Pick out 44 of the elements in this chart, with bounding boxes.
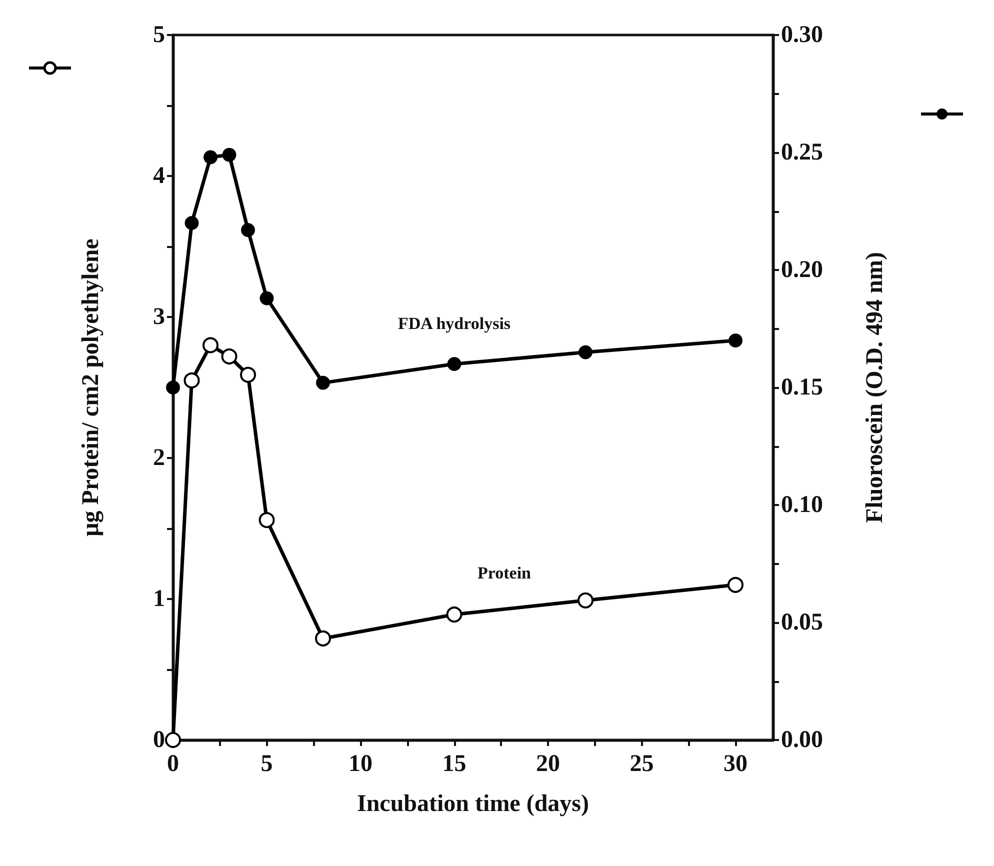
- y2-axis-title: Fluoroscein (O.D. 494 nm): [862, 252, 888, 523]
- point: [202, 337, 218, 354]
- x-tick-label: 30: [724, 751, 748, 777]
- point: [166, 380, 180, 394]
- point: [222, 148, 236, 162]
- y-tick-label: 4: [153, 163, 165, 189]
- x-tick-label: 5: [260, 751, 273, 777]
- y-tick-label: 2: [153, 445, 165, 471]
- y-tick-label: 5: [153, 22, 165, 48]
- x-tick-label: 10: [348, 751, 372, 777]
- x-tick-label: 25: [630, 751, 654, 777]
- y-axis-title: μg Protein/ cm2 polyethylene: [78, 238, 104, 536]
- point: [241, 223, 255, 238]
- point: [446, 606, 462, 623]
- point: [578, 345, 592, 360]
- x-tick-label: 20: [536, 751, 560, 777]
- point: [316, 376, 330, 390]
- point: [258, 512, 275, 528]
- y2-tick-label: 0.00: [781, 727, 823, 753]
- point: [165, 732, 181, 748]
- y2-tick-label: 0.10: [781, 492, 823, 518]
- x-tick-label: 15: [442, 751, 466, 777]
- y-tick-label: 0: [153, 727, 165, 753]
- x-axis-title: Incubation time (days): [356, 791, 590, 817]
- point: [204, 150, 218, 164]
- y2-tick-label: 0.15: [781, 374, 823, 400]
- point: [728, 334, 742, 348]
- point: [578, 592, 594, 608]
- series-label: FDA hydrolysis: [398, 314, 511, 333]
- point: [447, 357, 462, 371]
- point: [184, 216, 199, 230]
- y2-tick-label: 0.30: [781, 22, 823, 48]
- y-tick-label: 3: [153, 304, 165, 330]
- y2-tick-label: 0.05: [781, 610, 823, 636]
- y2-tick-label: 0.20: [781, 257, 823, 283]
- point: [240, 366, 256, 383]
- point: [221, 348, 238, 364]
- point: [728, 576, 744, 593]
- point: [184, 372, 200, 388]
- series-label: Protein: [477, 564, 532, 583]
- y-tick-label: 1: [153, 586, 165, 612]
- y2-tick-label: 0.25: [781, 140, 823, 166]
- point: [260, 291, 274, 306]
- point: [315, 630, 331, 646]
